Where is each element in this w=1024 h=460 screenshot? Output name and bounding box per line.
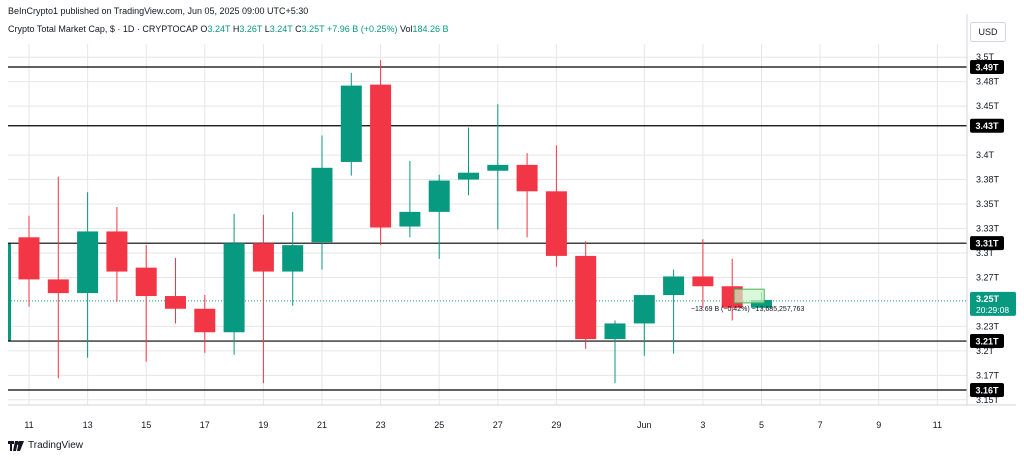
x-tick-label: 19 xyxy=(258,420,268,430)
symbol-legend: Crypto Total Market Cap, $ · 1D · CRYPTO… xyxy=(8,24,449,34)
candle-body xyxy=(692,276,714,287)
x-tick-label: 23 xyxy=(376,420,386,430)
level-label-box xyxy=(970,236,1004,251)
volume-label: Vol xyxy=(400,24,413,34)
y-tick-label: 3.4T xyxy=(976,150,995,160)
level-label: 3.43T xyxy=(975,121,999,131)
change-value: +7.96 B (+0.25%) xyxy=(326,24,398,34)
x-tick-label: 29 xyxy=(551,420,561,430)
tradingview-logo-icon xyxy=(8,440,24,451)
candle-body xyxy=(575,255,597,340)
level-label: 3.21T xyxy=(975,337,999,347)
x-tick-label: 3 xyxy=(700,420,705,430)
candle-body xyxy=(604,323,626,340)
y-tick-label: 3.35T xyxy=(976,199,1000,209)
candle-body xyxy=(340,85,362,162)
candle-body xyxy=(77,231,99,294)
x-tick-label: 17 xyxy=(200,420,210,430)
y-tick-label: 3.48T xyxy=(976,77,1000,87)
x-tick-label: 11 xyxy=(933,420,942,430)
x-tick-label: 25 xyxy=(434,420,444,430)
y-tick-label: 3.2T xyxy=(976,346,995,356)
footer-brand: TradingView xyxy=(28,440,84,451)
high-value: 3.26T xyxy=(239,24,263,34)
level-label-box xyxy=(970,118,1004,133)
x-tick-label: 9 xyxy=(876,420,881,430)
last-price-box xyxy=(970,291,1016,316)
x-tick-label: 15 xyxy=(141,420,151,430)
x-tick-label: Jun xyxy=(637,420,652,430)
y-tick-label: 3.3T xyxy=(976,248,995,258)
candle-body xyxy=(252,243,274,272)
level-label: 3.49T xyxy=(975,63,999,73)
candle-body xyxy=(458,172,479,180)
y-tick-label: 3.38T xyxy=(976,175,1000,185)
current-bar-highlight xyxy=(733,288,765,304)
y-tick-label: 3.33T xyxy=(976,224,1000,234)
candle-body xyxy=(18,237,40,280)
x-tick-label: 7 xyxy=(818,420,823,430)
y-tick-label: 3.5T xyxy=(976,52,995,62)
measure-annotation: −13.69 B (−0.42%) −13,685,257,763 xyxy=(691,306,805,313)
price-labels: 3.49T 3.43T 3.31T 3.21T 3.16T −13.69 B (−0.42… xyxy=(691,60,1016,397)
x-tick-label: 27 xyxy=(493,420,503,430)
candle-body xyxy=(135,267,157,297)
tradingview-footer[interactable]: TradingView xyxy=(8,440,83,451)
x-tick-label: 11 xyxy=(24,420,33,430)
candle-body xyxy=(223,243,245,333)
symbol-name: Crypto Total Market Cap, $ · 1D · CRYPTO… xyxy=(8,24,198,34)
candle-body xyxy=(487,164,509,171)
y-tick-label: 3.15T xyxy=(976,395,1000,405)
candle-body xyxy=(47,279,69,294)
candle-body xyxy=(370,84,392,228)
candle-body xyxy=(751,299,772,308)
candle-body xyxy=(106,231,128,272)
y-tick-label: 3.27T xyxy=(976,272,1000,282)
axes: 3.5T 3.48T 3.45T 3.4T 3.38T 3.35T 3.33T 3.3T 3.2… xyxy=(8,14,1016,430)
candle-body xyxy=(428,180,450,212)
candle-body xyxy=(165,296,186,309)
close-label: C xyxy=(295,24,302,34)
level-label-box xyxy=(970,60,1004,74)
bar-countdown: 20:29:08 xyxy=(976,305,1009,315)
candle-body xyxy=(516,164,538,192)
currency-button[interactable]: USD xyxy=(970,22,1006,42)
x-tick-label: 5 xyxy=(759,420,764,430)
close-value: 3.25T xyxy=(301,24,325,34)
x-tick-label: 13 xyxy=(83,420,93,430)
y-tick-label: 3.17T xyxy=(976,370,1000,380)
grid xyxy=(8,44,967,405)
candle-body xyxy=(194,308,216,333)
candle-body xyxy=(663,276,685,296)
y-tick-label: 3.45T xyxy=(976,101,1000,111)
candle-body xyxy=(282,245,304,272)
level-label-box xyxy=(970,334,1004,349)
candle-body xyxy=(545,191,567,256)
candle-body xyxy=(399,211,421,227)
level-label-box xyxy=(970,383,1004,397)
range-accent-bar xyxy=(8,243,11,342)
level-label: 3.16T xyxy=(975,386,999,396)
open-value: 3.24T xyxy=(207,24,231,34)
candles xyxy=(18,60,772,384)
last-price-label: 3.25T xyxy=(976,294,1000,304)
volume-value: 184.26 B xyxy=(412,24,449,34)
y-tick-label: 3.23T xyxy=(976,321,1000,331)
x-tick-label: 21 xyxy=(317,420,327,430)
candle-body xyxy=(633,295,655,324)
open-label: O xyxy=(200,24,208,34)
low-label: L xyxy=(264,24,270,34)
candle-body xyxy=(311,167,333,243)
high-label: H xyxy=(232,24,240,34)
low-value: 3.24T xyxy=(269,24,293,34)
level-label: 3.31T xyxy=(975,239,999,249)
publish-info: BeInCrypto1 published on TradingView.com… xyxy=(8,6,309,16)
